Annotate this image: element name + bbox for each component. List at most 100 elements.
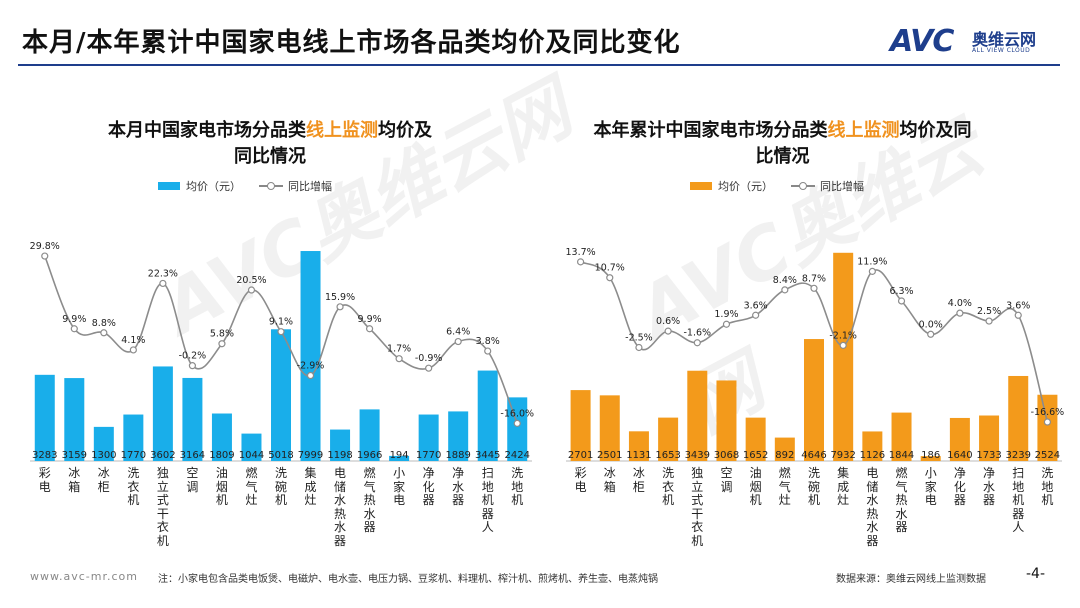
- avc-logo: AVC 奥维云网 ALL VIEW CLOUD: [890, 22, 1060, 59]
- bar-value-label-8: 5018: [268, 450, 293, 461]
- bar-value-label-12: 186: [921, 450, 940, 461]
- yoy-label-2: -2.5%: [625, 333, 653, 344]
- category-label-7: 燃气灶: [778, 466, 791, 507]
- right-title-line2: 比情况: [755, 146, 810, 167]
- left-title-part1: 本月中国家电市场分品类: [108, 120, 306, 141]
- yoy-label-14: 6.4%: [446, 327, 470, 338]
- category-label-15: 扫地机器人: [1012, 466, 1025, 534]
- bar-value-label-1: 3159: [62, 450, 87, 461]
- bar-value-label-6: 1809: [209, 450, 234, 461]
- category-label-12: 小家电: [393, 466, 406, 507]
- bar-4: [152, 366, 173, 461]
- bar-value-label-16: 2424: [505, 450, 530, 461]
- yoy-label-7: 20.5%: [236, 275, 266, 286]
- bar-value-label-14: 1889: [445, 450, 470, 461]
- logo-english-name: ALL VIEW CLOUD: [972, 47, 1031, 54]
- bar-11: [359, 409, 380, 461]
- footer-source: 数据来源：奥维云网线上监测数据: [836, 574, 986, 585]
- bar-8: [804, 339, 824, 461]
- bar-value-label-3: 1770: [121, 450, 146, 461]
- bar-9: [300, 251, 321, 461]
- logo-mark: AVC: [890, 24, 954, 59]
- category-label-14: 净水器: [983, 466, 996, 507]
- line-point-14: [985, 317, 993, 325]
- bar-value-label-10: 1198: [327, 450, 352, 461]
- bar-value-label-14: 1733: [976, 450, 1001, 461]
- yoy-label-14: 2.5%: [977, 306, 1001, 317]
- bar-value-label-4: 3439: [685, 450, 710, 461]
- category-label-2: 冰柜: [632, 466, 645, 494]
- line-point-0: [576, 258, 585, 266]
- category-label-1: 冰箱: [603, 466, 616, 494]
- category-label-1: 冰箱: [68, 466, 81, 494]
- category-label-4: 独立式干衣机: [691, 466, 704, 548]
- yoy-label-1: 9.9%: [62, 314, 86, 325]
- page-number: -4-: [1026, 566, 1046, 582]
- category-label-16: 洗地机: [511, 466, 524, 507]
- category-label-14: 净水器: [452, 466, 465, 507]
- yoy-label-4: -1.6%: [684, 328, 712, 339]
- line-point-11: [897, 297, 906, 305]
- bar-value-label-2: 1131: [626, 450, 651, 461]
- page-title: 本月/本年累计中国家电线上市场各品类均价及同比变化: [22, 28, 681, 58]
- bar-2: [628, 431, 649, 461]
- bar-value-label-16: 2524: [1035, 450, 1060, 461]
- bar-16: [1037, 394, 1058, 461]
- category-label-10: 电储水热水器: [334, 466, 347, 548]
- line-point-10: [336, 303, 344, 311]
- line-point-3: [129, 346, 137, 354]
- bar-1: [64, 378, 85, 461]
- bar-13: [949, 417, 970, 461]
- yoy-label-5: 1.9%: [714, 309, 738, 320]
- category-label-5: 空调: [186, 466, 199, 494]
- category-label-7: 燃气灶: [245, 466, 258, 507]
- right-title-highlight: 线上监测: [827, 120, 900, 141]
- bar-value-label-0: 2701: [568, 450, 593, 461]
- bar-10: [862, 431, 883, 461]
- category-label-10: 电储水热水器: [866, 466, 879, 548]
- line-point-0: [41, 252, 49, 260]
- yoy-growth-line: [580, 261, 1049, 423]
- category-label-6: 油烟机: [215, 466, 228, 507]
- line-point-2: [635, 343, 643, 352]
- yoy-label-9: -2.9%: [297, 361, 325, 372]
- right-chart-legend: 均价（元） 同比增幅: [690, 178, 864, 194]
- bar-3: [658, 417, 679, 461]
- category-label-5: 空调: [720, 466, 733, 494]
- yoy-label-10: 15.9%: [325, 292, 355, 303]
- bar-value-label-1: 2501: [597, 450, 622, 461]
- bar-3: [123, 414, 144, 461]
- yoy-label-7: 8.4%: [773, 275, 797, 286]
- right-legend-line-label: 同比增幅: [820, 180, 864, 193]
- bar-14: [979, 415, 1000, 461]
- yoy-label-10: 11.9%: [857, 256, 887, 267]
- bar-value-label-15: 3239: [1006, 450, 1031, 461]
- bar-value-label-13: 1640: [947, 450, 972, 461]
- bar-value-label-12: 194: [390, 450, 409, 461]
- line-point-6: [218, 340, 226, 348]
- footer-url: www.avc-mr.com: [30, 570, 138, 583]
- line-point-1: [606, 274, 614, 282]
- bar-value-label-7: 1044: [239, 450, 264, 461]
- yoy-label-8: 8.7%: [802, 273, 826, 284]
- bar-6: [745, 417, 766, 461]
- bar-value-label-10: 1126: [860, 450, 885, 461]
- bar-9: [833, 252, 854, 461]
- line-point-7: [247, 286, 256, 294]
- yoy-label-0: 29.8%: [30, 241, 60, 252]
- line-point-2: [100, 329, 108, 337]
- right-title-part1: 本年累计中国家电市场分品类: [593, 120, 828, 141]
- left-legend-line-swatch: [259, 181, 283, 191]
- yoy-label-11: 9.9%: [358, 314, 382, 325]
- category-label-11: 燃气热水器: [363, 466, 376, 534]
- bar-5: [716, 380, 737, 461]
- bar-value-label-4: 3602: [150, 450, 175, 461]
- line-point-3: [664, 327, 672, 335]
- yoy-label-15: 3.6%: [1006, 300, 1030, 311]
- bar-value-label-7: 892: [775, 450, 794, 461]
- category-label-12: 小家电: [924, 466, 937, 507]
- line-point-10: [868, 267, 876, 275]
- line-point-1: [70, 325, 78, 333]
